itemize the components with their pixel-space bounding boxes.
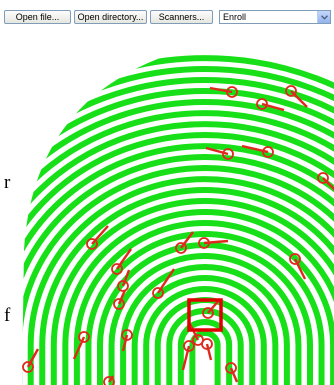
minutia-marker[interactable]	[113, 298, 125, 310]
open-file-button[interactable]: Open file...	[4, 10, 71, 24]
ridge-line	[131, 275, 279, 385]
ridge-line	[62, 209, 334, 385]
minutia-direction	[121, 269, 131, 287]
minutia-direction	[205, 343, 213, 361]
minutia-marker[interactable]	[201, 338, 213, 350]
mode-select[interactable]: Enroll	[219, 10, 331, 24]
minutia-marker[interactable]	[256, 98, 268, 110]
minutia-marker[interactable]	[285, 85, 297, 97]
ridge-line	[22, 154, 334, 385]
ridge-line	[27, 176, 334, 385]
scanners-button[interactable]: Scanners...	[150, 10, 213, 24]
open-directory-button[interactable]: Open directory...	[74, 10, 147, 24]
ridge-line	[97, 242, 313, 385]
minutia-direction	[290, 90, 308, 108]
mode-select-value: Enroll	[223, 12, 247, 22]
minutia-direction	[116, 248, 132, 270]
minutia-marker[interactable]	[111, 263, 123, 275]
ridge-line	[22, 77, 334, 385]
minutia-direction	[117, 289, 127, 305]
minutia-marker[interactable]	[222, 148, 234, 160]
minutia-marker[interactable]	[78, 331, 90, 343]
minutia-marker[interactable]	[317, 172, 329, 184]
minutia-marker[interactable]	[289, 253, 301, 265]
minutia-marker[interactable]	[202, 307, 214, 319]
minutia-direction	[261, 102, 285, 112]
minutia-marker[interactable]	[183, 340, 195, 352]
ridge-line	[22, 143, 334, 385]
selected-minutia-highlight[interactable]	[187, 298, 223, 332]
minutia-marker[interactable]	[175, 242, 187, 254]
minutia-direction	[108, 375, 114, 383]
minutia-direction	[91, 225, 109, 245]
minutia-marker[interactable]	[86, 238, 98, 250]
minutia-direction	[121, 334, 129, 352]
ridge-line	[22, 66, 334, 385]
minutia-direction	[180, 231, 194, 249]
ridge-line	[166, 308, 244, 385]
toolbar: Open file... Open directory... Scanners.…	[0, 0, 334, 28]
ridge-line	[50, 198, 334, 385]
minutia-marker[interactable]	[226, 86, 238, 98]
ridge-line	[22, 99, 334, 385]
ridge-line	[22, 165, 334, 385]
ridge-line	[22, 121, 334, 385]
minutia-marker[interactable]	[22, 361, 34, 373]
text-fragment-f: f	[4, 305, 11, 326]
ridge-line	[22, 132, 334, 385]
minutia-direction	[188, 323, 200, 341]
chevron-down-icon[interactable]	[317, 11, 330, 23]
ridge-line	[73, 220, 334, 385]
fingerprint-image	[22, 55, 334, 385]
minutia-direction	[181, 345, 191, 371]
minutia-direction	[209, 86, 233, 94]
minutia-marker[interactable]	[225, 362, 237, 374]
minutia-marker[interactable]	[117, 280, 129, 292]
minutia-direction	[72, 336, 86, 360]
ridge-line	[85, 231, 325, 385]
minutia-marker[interactable]	[198, 237, 210, 249]
ridge-line	[177, 319, 233, 385]
ridge-line	[143, 286, 267, 385]
minutia-marker[interactable]	[262, 146, 274, 158]
minutia-direction	[203, 239, 229, 245]
minutia-marker[interactable]	[152, 287, 164, 299]
text-fragment-r: r	[4, 172, 11, 193]
minutia-direction	[229, 367, 239, 383]
ridge-line	[39, 187, 334, 385]
ridge-line	[22, 88, 334, 385]
ridge-line	[189, 330, 221, 385]
minutiae-layer	[22, 85, 334, 385]
minutia-marker[interactable]	[103, 376, 115, 385]
minutia-direction	[26, 348, 40, 368]
ridge-line	[120, 264, 290, 385]
ridge-line	[22, 55, 334, 385]
minutia-direction	[322, 177, 334, 191]
minutia-direction	[293, 258, 307, 280]
ridge-line	[22, 110, 334, 385]
minutia-direction	[205, 146, 229, 156]
minutia-marker[interactable]	[121, 329, 133, 341]
fingerprint-ridges	[22, 55, 334, 385]
